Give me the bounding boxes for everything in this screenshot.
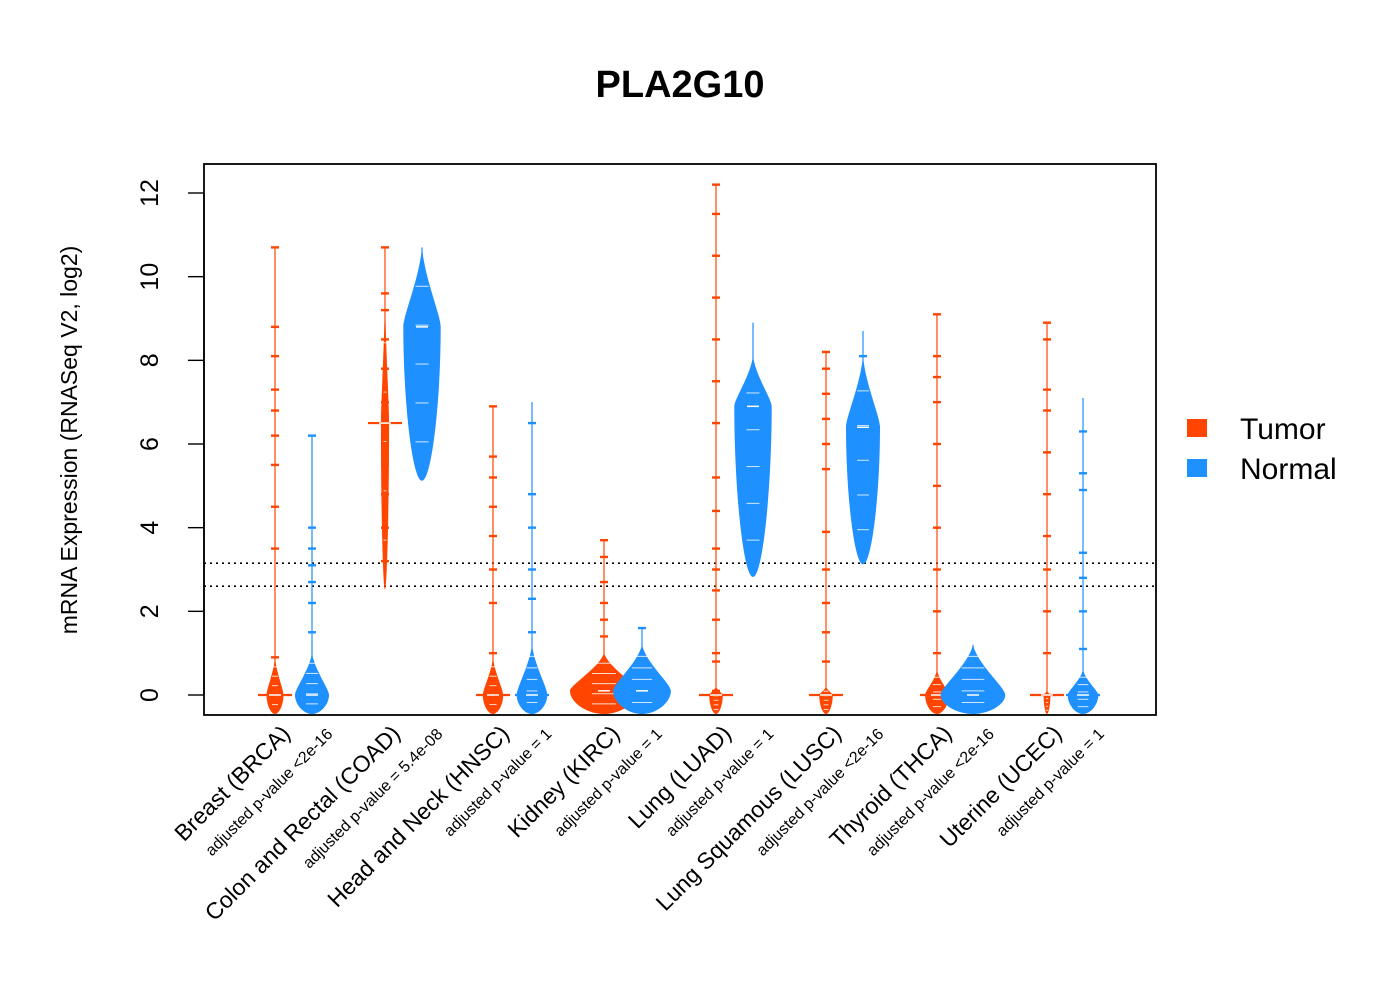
y-tick-label: 12 [136,179,164,207]
category-group [920,313,1006,714]
y-tick-label: 4 [136,521,164,535]
y-tick-label: 2 [136,604,164,618]
category-group [809,331,880,714]
legend-swatch [1187,459,1207,477]
category-group [1030,321,1100,714]
x-axis: Breast (BRCA)adjusted p-value <2e-16Colo… [169,720,1108,925]
plot-frame [203,163,1157,716]
legend-label: Tumor [1240,413,1326,446]
legend: Tumor Normal [1187,413,1337,486]
y-axis-label: mRNA Expression (RNASeq V2, log2) [56,246,82,635]
category-group [258,246,329,714]
legend-label: Normal [1240,453,1337,486]
chart-title: PLA2G10 [596,64,765,106]
y-tick-label: 6 [136,437,164,451]
category-group [699,183,772,714]
y-tick-label: 8 [136,353,164,367]
category-group [570,539,671,714]
y-tick-label: 10 [136,263,164,291]
plot-area [204,183,1156,714]
legend-swatch [1187,419,1207,437]
category-group [368,246,441,590]
y-axis: 0 2 4 6 8 10 12 [136,179,205,702]
category-group [476,402,549,714]
y-tick-label: 0 [136,688,164,702]
